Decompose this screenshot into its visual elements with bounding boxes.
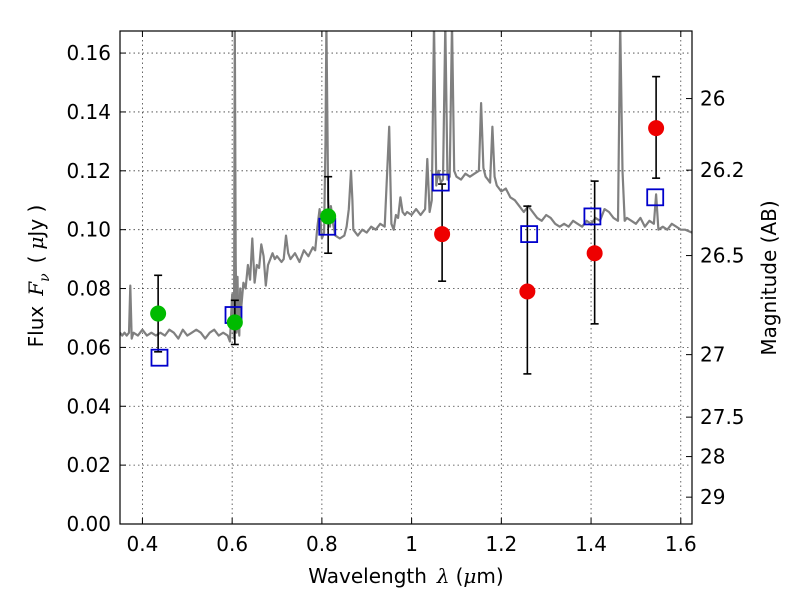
spectrum-line [120, 31, 692, 343]
x-tick-label: 1.6 [665, 532, 697, 556]
y-tick-label: 0.16 [66, 41, 111, 65]
x-tick-label: 1.2 [485, 532, 517, 556]
model-squares-series [150, 173, 665, 367]
red-point [519, 283, 536, 300]
red-point [434, 226, 451, 243]
model-square [520, 225, 539, 243]
x-tick-label: 1.4 [575, 532, 607, 556]
y2-tick-label: 29 [700, 485, 725, 509]
model-square [150, 348, 169, 367]
x-tick-label: 0.6 [216, 532, 248, 556]
y2-tick-label: 28 [700, 445, 725, 469]
grid [120, 31, 692, 524]
model-square [431, 173, 450, 192]
y-tick-label: 0.10 [66, 218, 111, 242]
y-tick-label: 0.14 [66, 100, 111, 124]
axes: 0.4 0.6 0.8 1 1.2 1.4 1.6 0.00 0.02 0.04 0.06 0.08 0… [66, 30, 745, 556]
y-tick-label: 0.08 [66, 277, 111, 301]
green-point [150, 305, 167, 322]
photometry-points-series [150, 120, 665, 331]
x-tick-label: 1 [405, 532, 418, 556]
red-point [586, 245, 603, 262]
green-point [320, 208, 337, 225]
x-axis-title: Wavelength λ (μm) [308, 564, 503, 588]
y2-tick-label: 27 [700, 343, 725, 367]
plot-frame [119, 30, 693, 525]
red-point [648, 120, 665, 137]
y-tick-label: 0.12 [66, 159, 111, 183]
y2-tick-label: 26.2 [700, 158, 745, 182]
x-tick-label: 0.4 [127, 532, 159, 556]
y-tick-label: 0.04 [66, 394, 111, 418]
y-tick-label: 0.02 [66, 453, 111, 477]
y2-axis-title: Magnitude (AB) [757, 200, 781, 355]
green-point [226, 314, 243, 331]
y2-tick-label: 26 [700, 87, 725, 111]
model-square [583, 207, 602, 226]
y-axis-title: FluxFν(μJy ) [24, 205, 53, 348]
model-square [646, 188, 665, 207]
x-tick-label: 0.8 [306, 532, 338, 556]
y-tick-label: 0.00 [66, 512, 111, 536]
y2-tick-label: 27.5 [700, 405, 745, 429]
y2-tick-label: 26.5 [700, 244, 745, 268]
spectrum-series [120, 31, 692, 343]
y-tick-label: 0.06 [66, 335, 111, 359]
